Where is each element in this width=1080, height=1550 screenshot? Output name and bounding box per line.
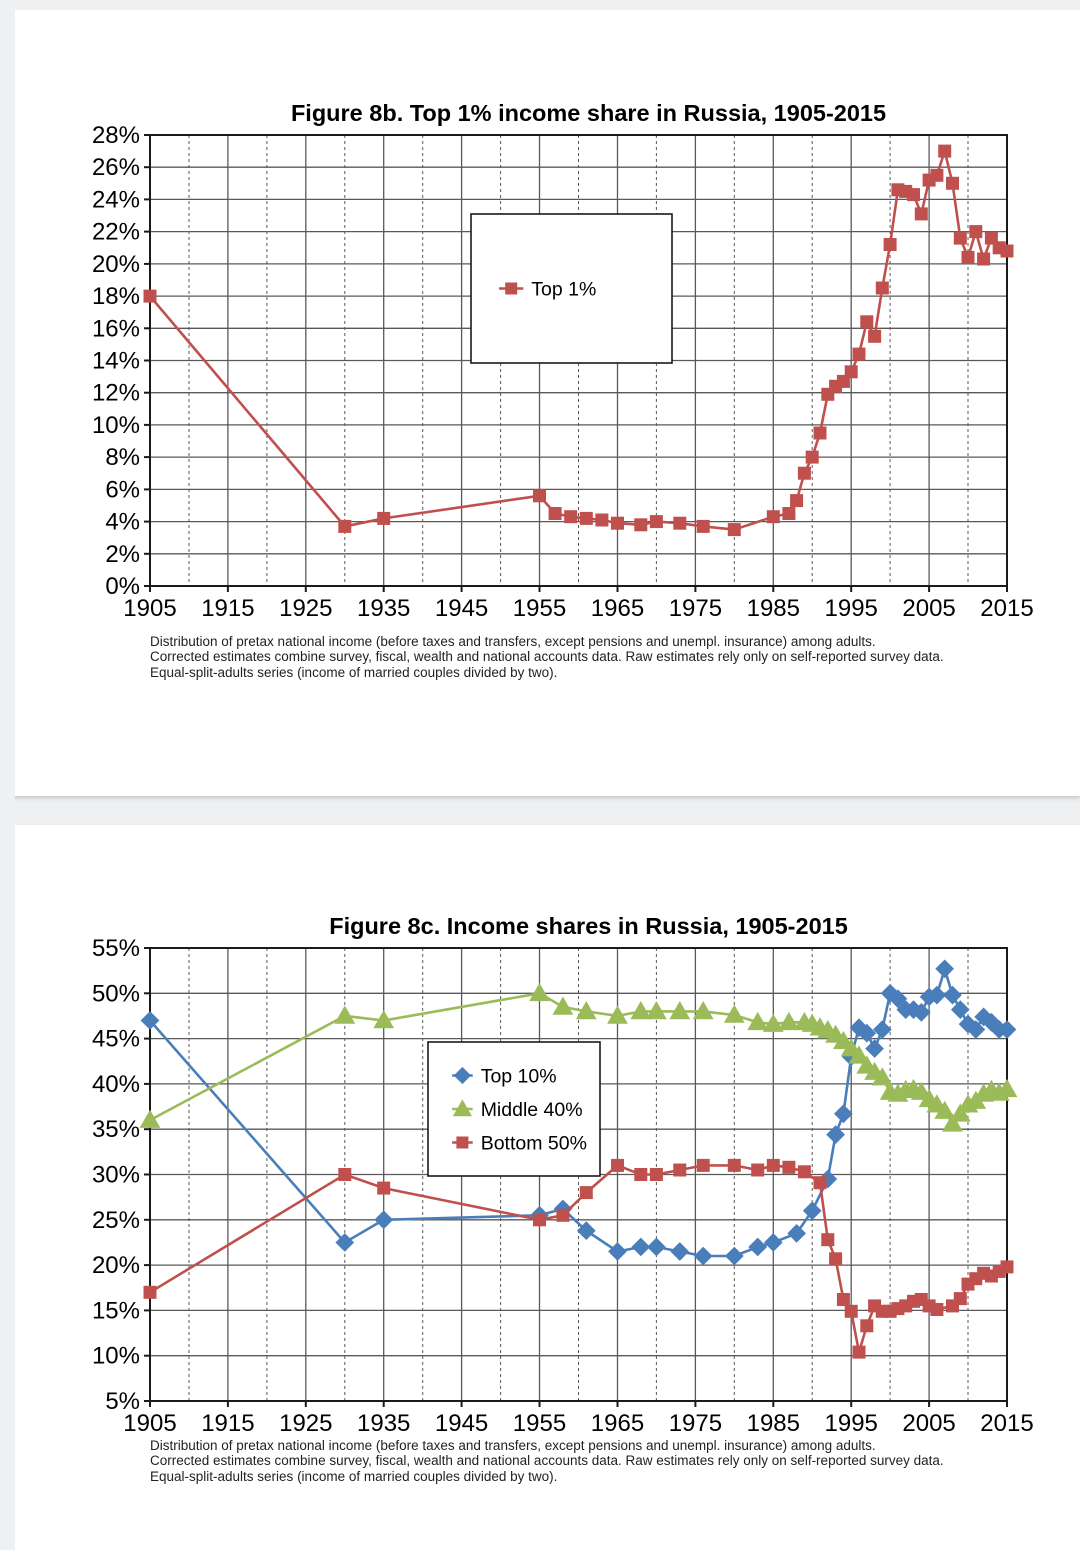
svg-text:1975: 1975 [669, 1410, 722, 1437]
svg-text:1915: 1915 [201, 595, 254, 622]
svg-text:1985: 1985 [747, 1410, 800, 1437]
svg-text:2%: 2% [105, 541, 140, 568]
svg-text:55%: 55% [92, 935, 140, 962]
svg-text:8%: 8% [105, 444, 140, 471]
svg-text:1945: 1945 [435, 1410, 488, 1437]
svg-text:50%: 50% [92, 980, 140, 1007]
svg-text:1975: 1975 [669, 595, 722, 622]
svg-text:1925: 1925 [279, 595, 332, 622]
svg-text:18%: 18% [92, 283, 140, 310]
svg-text:25%: 25% [92, 1207, 140, 1234]
svg-text:1995: 1995 [825, 1410, 878, 1437]
svg-text:1965: 1965 [591, 1410, 644, 1437]
svg-text:15%: 15% [92, 1297, 140, 1324]
svg-text:4%: 4% [105, 509, 140, 536]
svg-text:1925: 1925 [279, 1410, 332, 1437]
svg-text:1915: 1915 [201, 1410, 254, 1437]
svg-text:16%: 16% [92, 315, 140, 342]
svg-text:1995: 1995 [825, 595, 878, 622]
svg-text:Figure 8c. Income shares in Ru: Figure 8c. Income shares in Russia, 1905… [329, 913, 848, 939]
svg-text:1955: 1955 [513, 595, 566, 622]
svg-text:2015: 2015 [980, 595, 1033, 622]
svg-text:12%: 12% [92, 380, 140, 407]
svg-text:2015: 2015 [980, 1410, 1033, 1437]
svg-text:1985: 1985 [747, 595, 800, 622]
svg-text:1945: 1945 [435, 595, 488, 622]
svg-text:10%: 10% [92, 412, 140, 439]
svg-text:45%: 45% [92, 1026, 140, 1053]
svg-text:28%: 28% [92, 122, 140, 149]
svg-text:1955: 1955 [513, 1410, 566, 1437]
svg-text:Top 10%: Top 10% [481, 1066, 557, 1088]
svg-text:30%: 30% [92, 1162, 140, 1189]
svg-text:20%: 20% [92, 251, 140, 278]
svg-text:40%: 40% [92, 1071, 140, 1098]
svg-text:6%: 6% [105, 476, 140, 503]
svg-text:1935: 1935 [357, 595, 410, 622]
svg-text:2005: 2005 [902, 1410, 955, 1437]
svg-text:22%: 22% [92, 219, 140, 246]
svg-text:Bottom 50%: Bottom 50% [481, 1133, 587, 1155]
svg-text:1965: 1965 [591, 595, 644, 622]
svg-text:24%: 24% [92, 186, 140, 213]
svg-text:14%: 14% [92, 348, 140, 375]
svg-text:2005: 2005 [902, 595, 955, 622]
svg-text:1905: 1905 [123, 1410, 176, 1437]
svg-text:Figure 8b. Top 1% income share: Figure 8b. Top 1% income share in Russia… [291, 100, 886, 126]
svg-text:10%: 10% [92, 1343, 140, 1370]
svg-text:1935: 1935 [357, 1410, 410, 1437]
svg-text:26%: 26% [92, 154, 140, 181]
svg-text:Middle 40%: Middle 40% [481, 1099, 583, 1121]
svg-text:35%: 35% [92, 1116, 140, 1143]
svg-text:Top 1%: Top 1% [531, 279, 596, 301]
svg-text:1905: 1905 [123, 595, 176, 622]
svg-text:20%: 20% [92, 1252, 140, 1279]
